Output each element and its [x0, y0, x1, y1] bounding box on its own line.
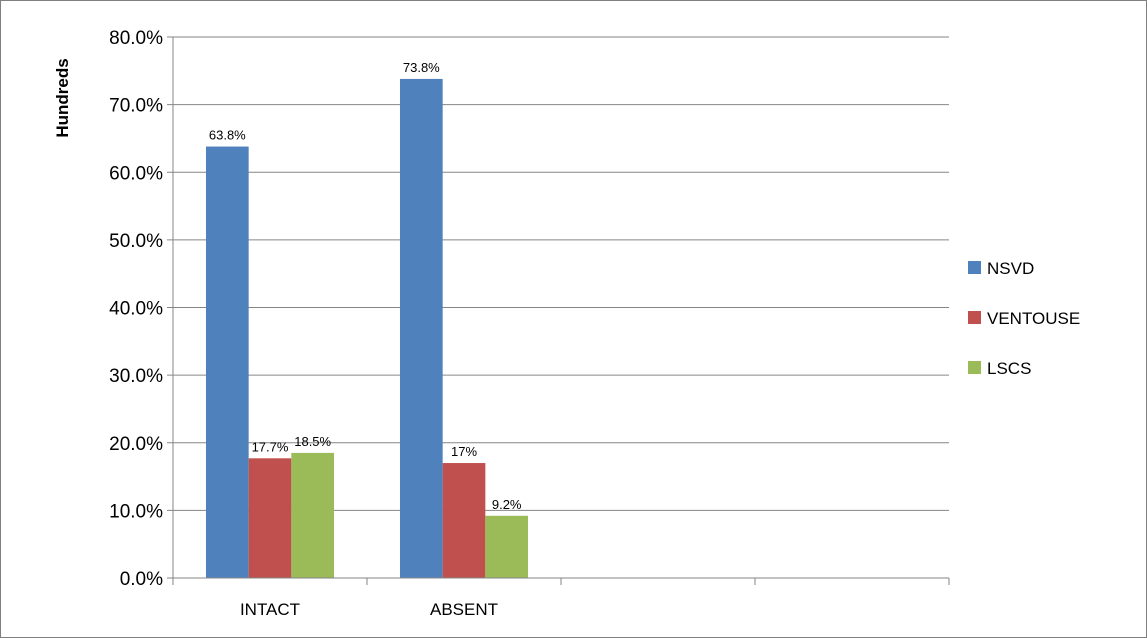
data-label: 63.8%	[209, 128, 246, 143]
x-category-label: ABSENT	[430, 600, 498, 619]
bars	[205, 78, 529, 579]
data-label: 9.2%	[492, 497, 522, 512]
legend-label-nsvd: NSVD	[987, 259, 1034, 278]
x-category-label: INTACT	[240, 600, 300, 619]
bar-ventouse	[248, 458, 292, 578]
bar-nsvd	[205, 146, 249, 579]
y-tick-label: 40.0%	[109, 299, 163, 320]
y-tick-label: 80.0%	[109, 28, 163, 49]
legend-swatch-nsvd	[968, 261, 981, 274]
data-label: 73.8%	[403, 60, 440, 75]
legend: NSVD VENTOUSE LSCS	[968, 259, 1080, 378]
legend-label-lscs: LSCS	[987, 359, 1031, 378]
data-label: 17.7%	[252, 439, 289, 454]
data-label: 18.5%	[294, 434, 331, 449]
y-tick-label: 20.0%	[109, 434, 163, 455]
axes	[167, 36, 950, 585]
y-tick-label: 30.0%	[109, 366, 163, 387]
y-tick-label: 60.0%	[109, 163, 163, 184]
legend-swatch-lscs	[968, 361, 981, 374]
bar-nsvd	[399, 78, 443, 579]
gridlines	[173, 36, 949, 511]
y-axis-title: Hundreds	[53, 58, 72, 137]
bar-ventouse	[442, 463, 486, 578]
y-tick-label: 10.0%	[109, 501, 163, 522]
legend-label-ventouse: VENTOUSE	[987, 309, 1080, 328]
bar-lscs	[485, 515, 529, 578]
bar-lscs	[291, 452, 335, 578]
y-tick-label: 70.0%	[109, 96, 163, 117]
y-tick-label: 50.0%	[109, 231, 163, 252]
legend-swatch-ventouse	[968, 311, 981, 324]
y-tick-label: 0.0%	[120, 569, 163, 590]
labels: 0.0% 10.0% 20.0% 30.0% 40.0% 50.0% 60.0% 70.0% 8…	[109, 28, 522, 619]
data-label: 17%	[451, 444, 477, 459]
